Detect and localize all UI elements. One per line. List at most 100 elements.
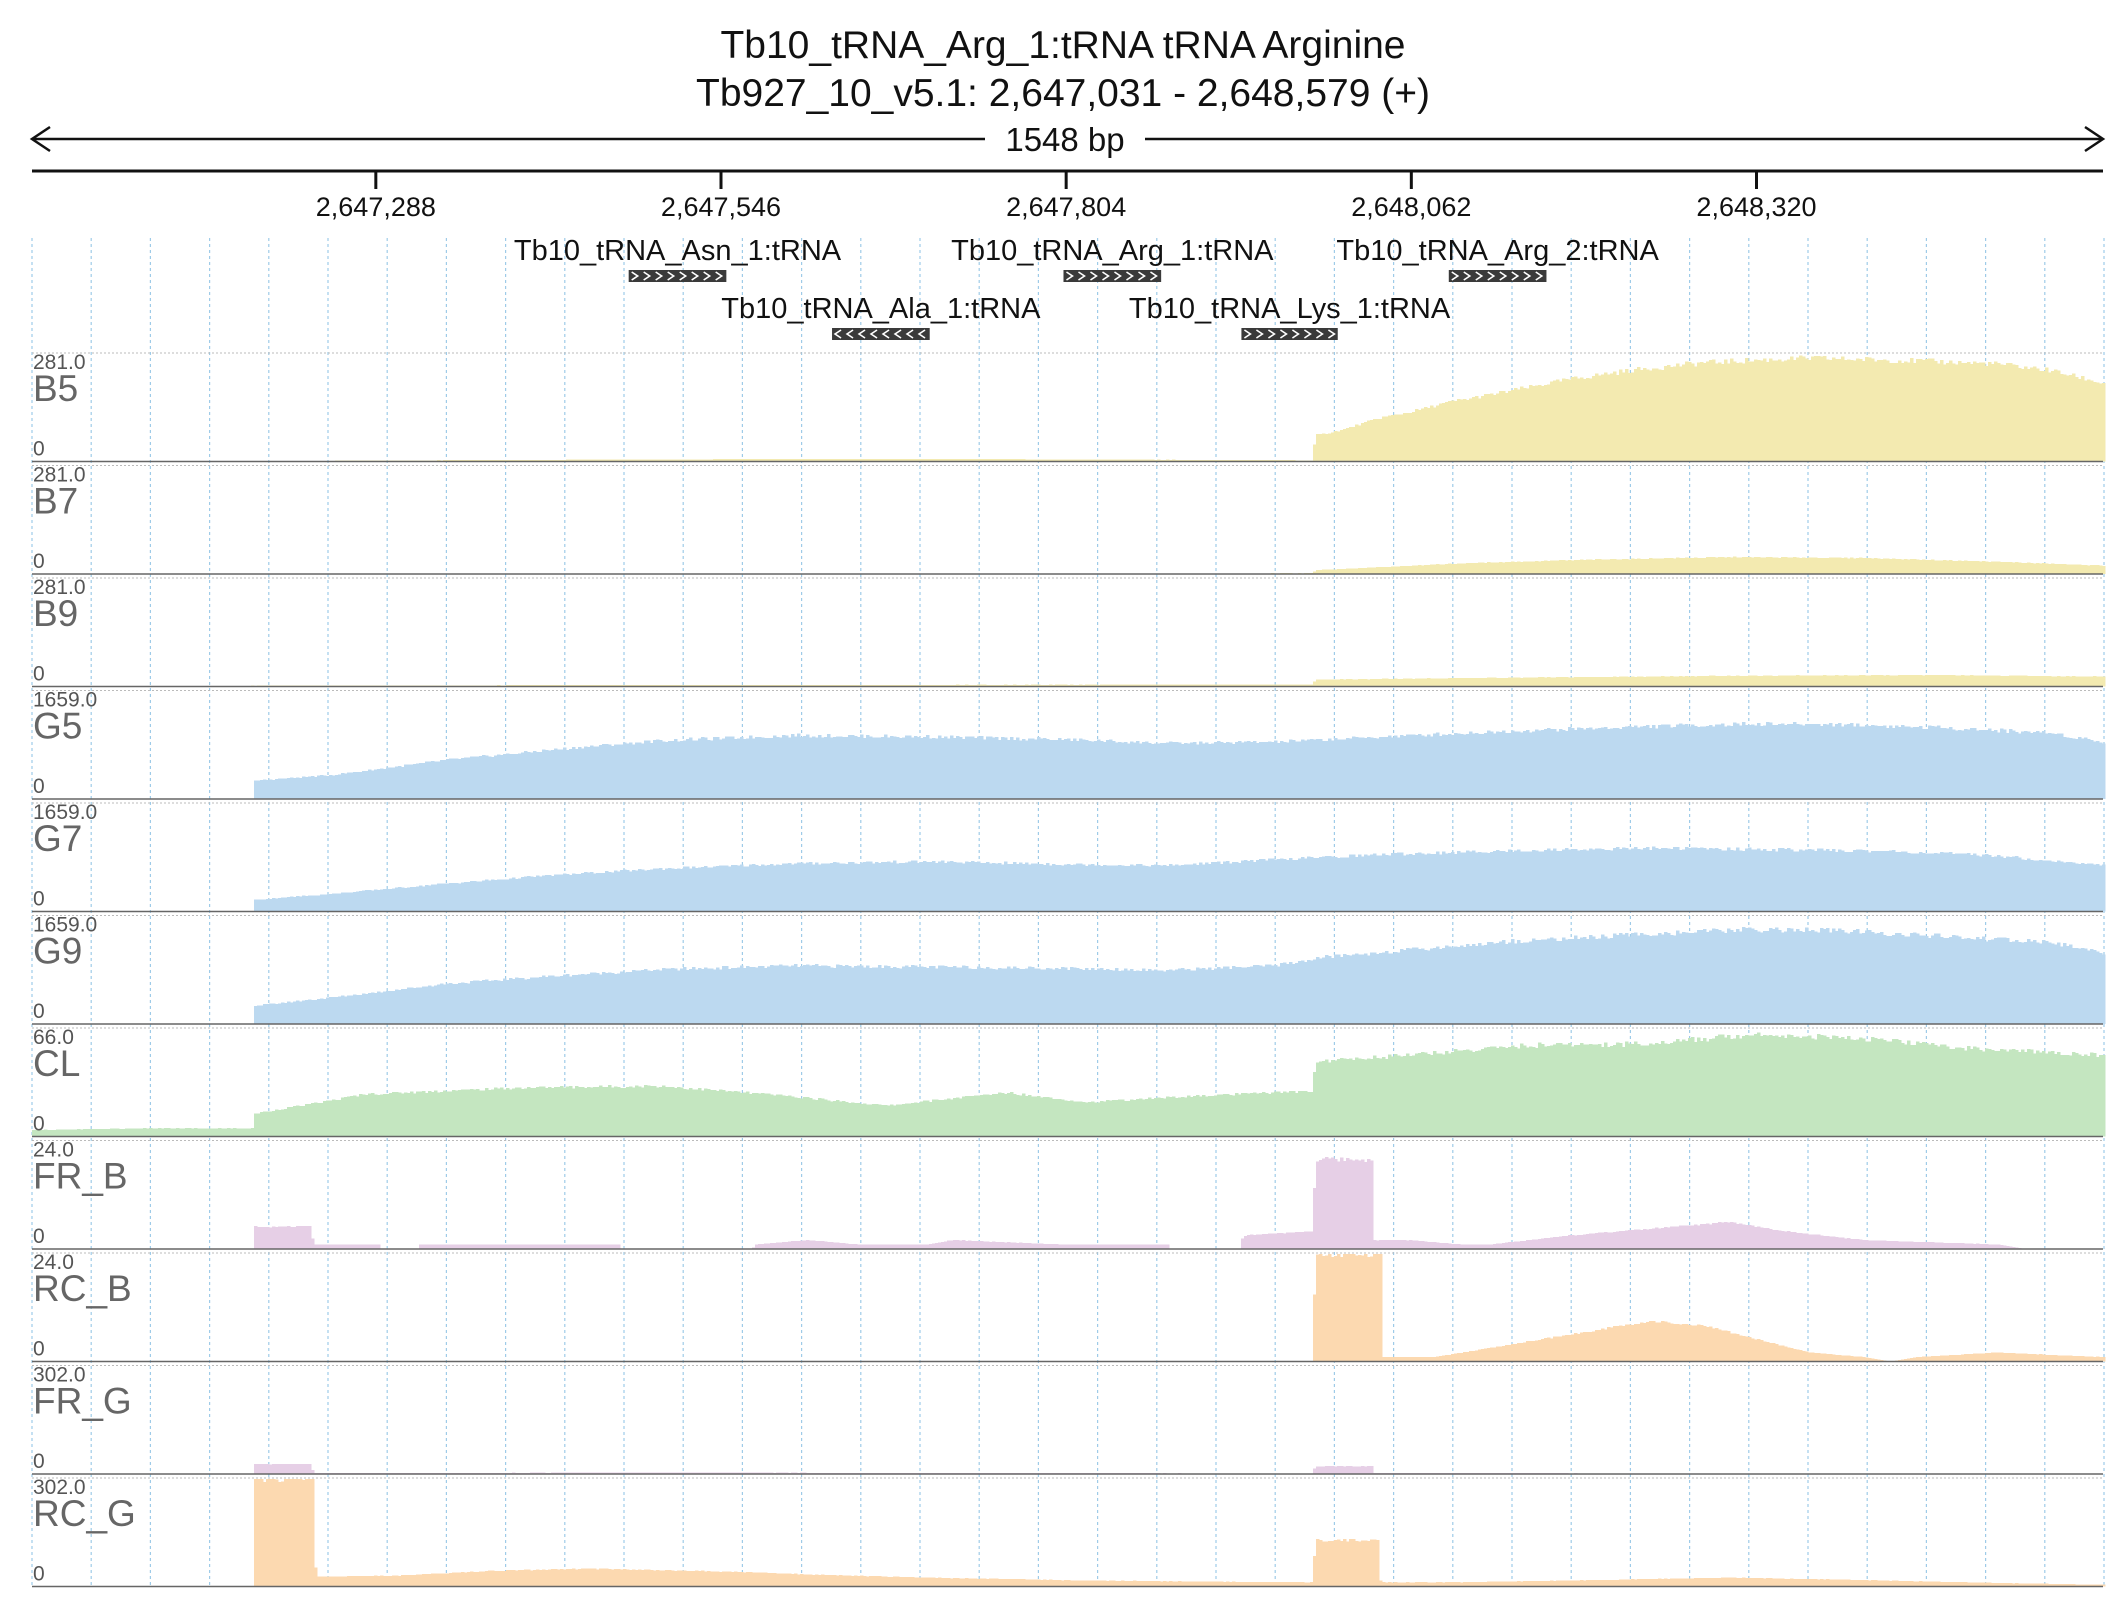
coverage-bar bbox=[1844, 675, 1848, 687]
coverage-bar bbox=[1463, 563, 1467, 574]
coverage-bar bbox=[1043, 738, 1047, 799]
coverage-bar bbox=[1442, 402, 1446, 462]
coverage-bar bbox=[1796, 357, 1800, 462]
coverage-bar bbox=[1253, 1234, 1257, 1249]
strand-chevron bbox=[857, 329, 866, 339]
feature-glyph[interactable] bbox=[1063, 270, 1162, 282]
coverage-bar bbox=[422, 1244, 426, 1249]
coverage-bar bbox=[656, 459, 660, 462]
coverage-bar bbox=[1670, 1042, 1674, 1137]
coverage-bar bbox=[1865, 356, 1869, 462]
feature-glyph[interactable] bbox=[1241, 328, 1338, 340]
coverage-bar bbox=[1391, 737, 1395, 799]
coverage-bar bbox=[1466, 734, 1470, 799]
coverage-bar bbox=[1835, 557, 1839, 574]
coverage-bar bbox=[1934, 726, 1938, 799]
coverage-bar bbox=[1709, 848, 1713, 912]
coverage-bar bbox=[1652, 676, 1656, 687]
coverage-bar bbox=[1115, 1100, 1119, 1137]
feature-glyph[interactable] bbox=[1448, 270, 1547, 282]
coverage-bar bbox=[1202, 968, 1206, 1024]
coverage-bar bbox=[1166, 684, 1170, 687]
coverage-bar bbox=[1202, 1094, 1206, 1137]
coverage-bar bbox=[2024, 859, 2028, 912]
coverage-bar bbox=[575, 873, 579, 912]
feature-glyph[interactable] bbox=[628, 270, 727, 282]
track-name: G9 bbox=[33, 931, 82, 972]
coverage-bar bbox=[1520, 1043, 1524, 1137]
coverage-bar bbox=[731, 736, 735, 799]
coverage-bar bbox=[1127, 1100, 1131, 1137]
coverage-bar bbox=[1514, 388, 1518, 462]
coverage-bar bbox=[485, 1244, 489, 1249]
coverage-bar bbox=[791, 459, 795, 462]
coverage-bar bbox=[1472, 733, 1476, 799]
coverage-bar bbox=[965, 966, 969, 1024]
coverage-bar bbox=[347, 772, 351, 799]
coverage-bar bbox=[872, 1244, 876, 1249]
coverage-bar bbox=[1961, 1047, 1965, 1137]
coverage-bar bbox=[869, 736, 873, 799]
coverage-bar bbox=[428, 985, 432, 1024]
coverage-bar bbox=[812, 965, 816, 1024]
coverage-bar bbox=[1178, 1097, 1182, 1137]
coverage-bar bbox=[800, 684, 804, 687]
coverage-bar bbox=[1502, 940, 1506, 1024]
coverage-bar bbox=[1622, 1230, 1626, 1249]
coverage-bar bbox=[899, 862, 903, 912]
coverage-bar bbox=[1688, 676, 1692, 687]
coverage-bar bbox=[1124, 459, 1128, 462]
coverage-bar bbox=[779, 684, 783, 687]
coverage-bar bbox=[1919, 1043, 1923, 1137]
coverage-bar bbox=[1766, 850, 1770, 912]
coverage-bar bbox=[500, 1244, 504, 1249]
coverage-bar bbox=[1469, 731, 1473, 799]
coverage-bar bbox=[1073, 459, 1077, 462]
coverage-bar bbox=[182, 1128, 186, 1137]
feature-glyph[interactable] bbox=[832, 328, 930, 340]
coverage-bar bbox=[1049, 1097, 1053, 1137]
coverage-bar bbox=[2102, 743, 2106, 799]
coverage-bar bbox=[1400, 1240, 1404, 1249]
coverage-bar bbox=[1664, 557, 1668, 574]
coverage-bar bbox=[332, 1099, 336, 1137]
coverage-bar bbox=[1454, 678, 1458, 687]
coverage-bar bbox=[2099, 742, 2103, 799]
coverage-bar bbox=[2036, 860, 2040, 912]
coverage-bar bbox=[1577, 938, 1581, 1024]
coverage-bar bbox=[1187, 864, 1191, 912]
coverage-bar bbox=[1127, 1244, 1131, 1249]
coverage-bar bbox=[254, 1226, 258, 1249]
coverage-bar bbox=[1892, 935, 1896, 1024]
coverage-bar bbox=[1688, 1225, 1692, 1249]
coverage-bar bbox=[1544, 1237, 1548, 1249]
coverage-bar bbox=[1811, 675, 1815, 687]
coverage-bar bbox=[1412, 1356, 1416, 1362]
coverage-bar bbox=[1043, 1096, 1047, 1137]
coverage-bar bbox=[1223, 459, 1227, 462]
coverage-bar bbox=[1064, 1244, 1068, 1249]
coverage-bar bbox=[2060, 1055, 2064, 1137]
coverage-bar bbox=[1151, 1244, 1155, 1249]
coverage-bar bbox=[1811, 929, 1815, 1024]
coverage-bar bbox=[926, 861, 930, 912]
coverage-bar bbox=[1502, 562, 1506, 574]
coverage-bar bbox=[1631, 676, 1635, 687]
coverage-bar bbox=[1436, 564, 1440, 574]
coverage-bar bbox=[1508, 391, 1512, 462]
coverage-bar bbox=[764, 737, 768, 799]
coverage-bar bbox=[983, 862, 987, 912]
coverage-bar bbox=[1463, 1244, 1467, 1249]
track-max-label: 1659.0 bbox=[33, 914, 97, 937]
coverage-bar bbox=[1007, 864, 1011, 912]
coverage-bar bbox=[1076, 740, 1080, 799]
coverage-bar bbox=[1847, 851, 1851, 912]
coverage-bar bbox=[977, 861, 981, 912]
coverage-bar bbox=[1460, 1244, 1464, 1249]
coverage-bar bbox=[1556, 379, 1560, 462]
coverage-bar bbox=[1856, 558, 1860, 574]
coverage-bar bbox=[1457, 563, 1461, 574]
coverage-bar bbox=[791, 734, 795, 799]
position-gridlines bbox=[31, 238, 2105, 1588]
coverage-bar bbox=[947, 738, 951, 799]
